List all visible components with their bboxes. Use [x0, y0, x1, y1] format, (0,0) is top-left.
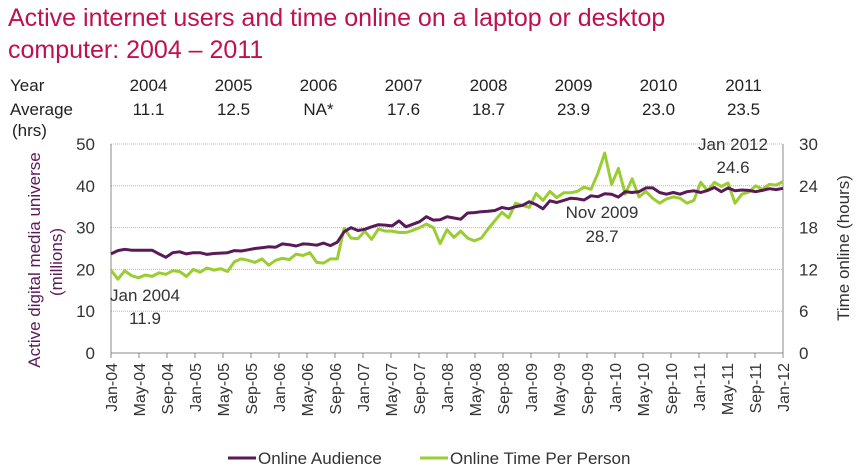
year-cell: 2009	[554, 76, 593, 95]
x-tick-label: Jan-05	[188, 363, 205, 412]
y-right-tick-label: 18	[799, 219, 818, 238]
year-cell: 2007	[384, 76, 423, 95]
x-tick-label: Sep-04	[160, 363, 177, 415]
year-row: Year 2004 2005 2006 2007 2008 2009 2010 …	[10, 74, 786, 98]
annotations: Jan 2004 11.9 Nov 2009 28.7 Jan 2012 24.6	[110, 135, 768, 328]
y-right-tick-label: 30	[799, 135, 818, 154]
y-right-tick-label: 0	[799, 344, 808, 363]
x-tick-label: May-07	[384, 363, 401, 416]
legend-label: Online Time Per Person	[450, 449, 630, 468]
average-cell: 18.7	[471, 100, 506, 119]
x-tick-label: Jan-08	[440, 363, 457, 412]
average-label: Average	[10, 100, 74, 119]
x-tick-label: Jan-11	[692, 363, 709, 411]
y-left-tick-label: 30	[76, 219, 95, 238]
gridlines	[111, 143, 783, 312]
legend: Online Audience Online Time Per Person	[228, 449, 630, 468]
y-right-tick-label: 24	[799, 177, 818, 196]
y-left-tick-label: 10	[76, 302, 95, 321]
x-tick-label: Sep-08	[496, 363, 513, 415]
yearly-average-table: Year 2004 2005 2006 2007 2008 2009 2010 …	[10, 74, 786, 122]
x-tick-label: May-08	[468, 363, 485, 416]
y-right-axis-title: Time online (hours)	[834, 175, 853, 321]
y-left-axis-title: Active digital media universe	[25, 152, 44, 367]
year-label: Year	[10, 76, 45, 95]
annotation-label: Nov 2009	[566, 203, 639, 222]
hours-unit-label: (hrs)	[12, 121, 47, 140]
x-tick-label: Sep-07	[412, 363, 429, 415]
x-tick-label: Jan-12	[776, 363, 793, 412]
annotation-label: Jan 2012	[698, 135, 768, 154]
annotation-value: 28.7	[585, 227, 618, 246]
year-cell: 2004	[129, 76, 168, 95]
annotation-value: 11.9	[129, 309, 161, 328]
x-tick-label: May-09	[552, 363, 569, 416]
x-tick-label: May-05	[216, 363, 233, 416]
average-cell: 17.6	[386, 100, 421, 119]
x-tick-label: Sep-10	[664, 363, 681, 415]
x-tick-label: Sep-05	[244, 363, 261, 415]
x-tick-label: Jan-04	[104, 363, 121, 412]
annotation-value: 24.6	[716, 158, 749, 177]
series-line-online-audience	[110, 186, 784, 259]
axes: 0 10 20 30 40 50 0 6 12 18 24 30 Jan-04 May-04 Sep-04 J…	[25, 135, 853, 416]
x-tick-label: Jan-07	[356, 363, 373, 412]
x-tick-label: Jan-10	[608, 363, 625, 412]
y-left-tick-label: 50	[76, 135, 95, 154]
y-left-tick-label: 40	[76, 177, 95, 196]
average-cell: 12.5	[216, 100, 251, 119]
series-lines	[109, 151, 784, 281]
x-tick-label: Sep-11	[748, 363, 765, 414]
annotation-label: Jan 2004	[110, 286, 180, 305]
x-tick-label: May-10	[636, 363, 653, 416]
x-tick-label: May-04	[132, 363, 149, 416]
legend-label: Online Audience	[258, 449, 382, 468]
year-cell: 2008	[469, 76, 508, 95]
year-cell: 2006	[299, 76, 338, 95]
y-right-tick-label: 6	[799, 302, 808, 321]
year-cell: 2010	[639, 76, 678, 95]
average-cell: 23.0	[641, 100, 676, 119]
series-line-online-time-per-person	[109, 151, 784, 281]
average-cell: NA*	[303, 100, 334, 119]
average-cell: 23.9	[556, 100, 591, 119]
y-left-tick-label: 0	[86, 344, 95, 363]
average-row: Average 11.1 12.5 NA* 17.6 18.7 23.9 23.…	[10, 98, 786, 122]
x-tick-label: Jan-06	[272, 363, 289, 412]
average-cell: 11.1	[132, 100, 165, 119]
x-tick-label: Jan-09	[524, 363, 541, 412]
chart-title: Active internet users and time online on…	[8, 4, 666, 64]
x-tick-label: Sep-09	[580, 363, 597, 415]
year-cell: 2005	[214, 76, 253, 95]
x-tick-label: May-06	[300, 363, 317, 416]
x-tick-label: Sep-06	[328, 363, 345, 415]
y-right-tick-label: 12	[799, 260, 818, 279]
y-left-axis-title-unit: (millions)	[47, 228, 66, 296]
y-left-tick-label: 20	[76, 260, 95, 279]
year-cell: 2011	[725, 76, 762, 95]
x-tick-label: May-11	[720, 363, 737, 415]
average-cell: 23.5	[726, 100, 761, 119]
